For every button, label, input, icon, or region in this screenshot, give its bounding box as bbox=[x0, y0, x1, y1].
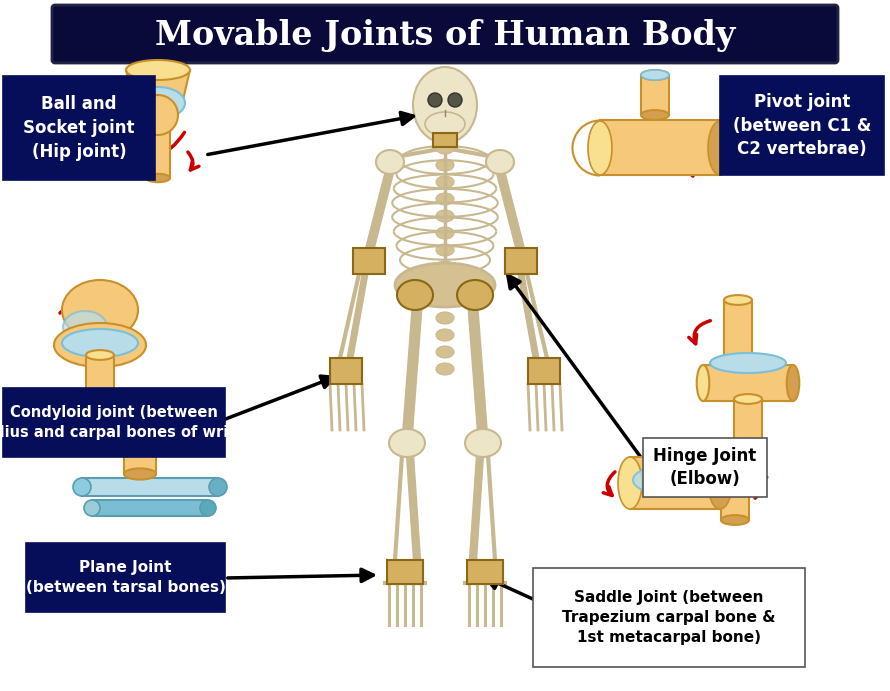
Bar bbox=[641, 75, 669, 115]
Ellipse shape bbox=[724, 295, 752, 305]
Polygon shape bbox=[126, 70, 190, 100]
Bar bbox=[330, 358, 362, 384]
Ellipse shape bbox=[787, 365, 799, 401]
Ellipse shape bbox=[124, 468, 156, 480]
Ellipse shape bbox=[721, 515, 749, 525]
FancyBboxPatch shape bbox=[3, 388, 225, 457]
Ellipse shape bbox=[641, 70, 669, 80]
Ellipse shape bbox=[708, 121, 732, 175]
Ellipse shape bbox=[721, 455, 749, 465]
Bar bbox=[124, 410, 156, 474]
Bar bbox=[703, 365, 793, 401]
Ellipse shape bbox=[436, 261, 454, 273]
Ellipse shape bbox=[389, 429, 425, 457]
FancyBboxPatch shape bbox=[26, 543, 225, 612]
Ellipse shape bbox=[428, 93, 442, 107]
Ellipse shape bbox=[641, 110, 669, 120]
Ellipse shape bbox=[138, 95, 178, 135]
Bar bbox=[600, 120, 720, 175]
Ellipse shape bbox=[710, 353, 786, 373]
Ellipse shape bbox=[457, 280, 493, 310]
Bar bbox=[734, 399, 762, 455]
Bar bbox=[146, 122, 170, 178]
Bar bbox=[630, 457, 720, 509]
Ellipse shape bbox=[734, 450, 762, 460]
Ellipse shape bbox=[436, 176, 454, 188]
Ellipse shape bbox=[397, 280, 433, 310]
FancyBboxPatch shape bbox=[643, 438, 767, 497]
Ellipse shape bbox=[734, 394, 762, 404]
FancyBboxPatch shape bbox=[720, 76, 884, 175]
Ellipse shape bbox=[86, 414, 114, 424]
Ellipse shape bbox=[63, 311, 107, 343]
Ellipse shape bbox=[436, 363, 454, 375]
Ellipse shape bbox=[436, 227, 454, 239]
Ellipse shape bbox=[724, 355, 752, 365]
FancyBboxPatch shape bbox=[533, 568, 805, 667]
Text: Movable Joints of Human Body: Movable Joints of Human Body bbox=[155, 19, 735, 52]
Ellipse shape bbox=[62, 280, 138, 340]
Bar bbox=[387, 560, 423, 584]
Ellipse shape bbox=[436, 312, 454, 324]
Text: Hinge Joint
(Elbow): Hinge Joint (Elbow) bbox=[653, 446, 756, 489]
Ellipse shape bbox=[413, 67, 477, 143]
Bar bbox=[353, 248, 385, 274]
Ellipse shape bbox=[641, 70, 669, 80]
Ellipse shape bbox=[708, 457, 732, 509]
Ellipse shape bbox=[146, 117, 170, 126]
Bar bbox=[467, 560, 503, 584]
Ellipse shape bbox=[436, 329, 454, 341]
Text: Ball and
Socket joint
(Hip joint): Ball and Socket joint (Hip joint) bbox=[23, 95, 134, 160]
Bar bbox=[505, 248, 537, 274]
Ellipse shape bbox=[124, 404, 156, 415]
Ellipse shape bbox=[376, 150, 404, 174]
Ellipse shape bbox=[588, 121, 612, 175]
Ellipse shape bbox=[448, 93, 462, 107]
Ellipse shape bbox=[209, 478, 227, 496]
Ellipse shape bbox=[436, 142, 454, 154]
FancyBboxPatch shape bbox=[3, 76, 155, 180]
Ellipse shape bbox=[618, 457, 642, 509]
Ellipse shape bbox=[425, 112, 465, 136]
Ellipse shape bbox=[436, 159, 454, 171]
Ellipse shape bbox=[146, 174, 170, 182]
Ellipse shape bbox=[436, 244, 454, 256]
FancyBboxPatch shape bbox=[52, 5, 838, 63]
Bar bbox=[86, 355, 114, 419]
Bar bbox=[528, 358, 560, 384]
Ellipse shape bbox=[486, 150, 514, 174]
Ellipse shape bbox=[465, 429, 501, 457]
Ellipse shape bbox=[73, 478, 91, 496]
Ellipse shape bbox=[395, 263, 495, 307]
Ellipse shape bbox=[436, 193, 454, 205]
Text: Condyloid joint (between
radius and carpal bones of wrist): Condyloid joint (between radius and carp… bbox=[0, 405, 251, 440]
Ellipse shape bbox=[697, 365, 709, 401]
Text: Saddle Joint (between
Trapezium carpal bone &
1st metacarpal bone): Saddle Joint (between Trapezium carpal b… bbox=[562, 590, 776, 645]
Ellipse shape bbox=[436, 295, 454, 307]
Text: Plane Joint
(between tarsal bones): Plane Joint (between tarsal bones) bbox=[26, 560, 225, 595]
Ellipse shape bbox=[131, 87, 185, 119]
Ellipse shape bbox=[84, 500, 100, 516]
Text: Pivot joint
(between C1 &
C2 vertebrae): Pivot joint (between C1 & C2 vertebrae) bbox=[732, 93, 871, 158]
Bar bbox=[82, 478, 218, 496]
Bar bbox=[724, 300, 752, 360]
Bar bbox=[92, 500, 208, 516]
Bar bbox=[433, 133, 457, 147]
Ellipse shape bbox=[436, 346, 454, 358]
Ellipse shape bbox=[126, 60, 190, 80]
Ellipse shape bbox=[200, 500, 216, 516]
Ellipse shape bbox=[54, 323, 146, 367]
Ellipse shape bbox=[86, 350, 114, 360]
Ellipse shape bbox=[62, 329, 138, 357]
Ellipse shape bbox=[436, 278, 454, 290]
Ellipse shape bbox=[436, 210, 454, 222]
Bar bbox=[721, 460, 749, 520]
Ellipse shape bbox=[633, 464, 717, 496]
